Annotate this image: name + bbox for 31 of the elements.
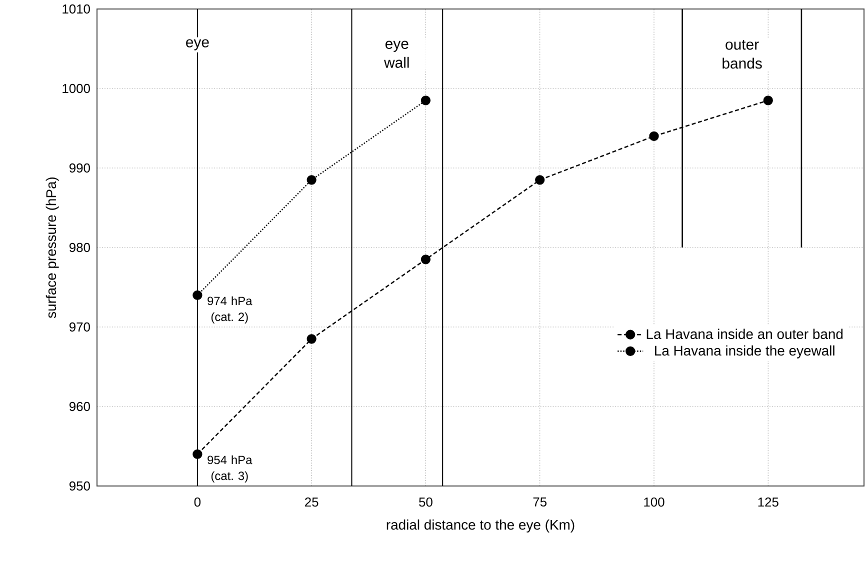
- annotation: eye wall: [384, 40, 409, 68]
- point: [306, 175, 316, 185]
- point: [306, 334, 316, 344]
- point: [649, 131, 659, 142]
- x-tick-label: 75: [533, 497, 547, 507]
- point: [763, 96, 773, 106]
- y-tick-label: 1010: [62, 4, 90, 14]
- x-tick-label: 125: [758, 497, 778, 507]
- point: [420, 254, 431, 264]
- annotation: eye: [186, 39, 209, 50]
- annotation: outer bands: [722, 40, 762, 69]
- x-tick-label: 0: [194, 497, 201, 507]
- y-tick-label: 980: [69, 242, 90, 252]
- y-tick-label: 970: [69, 322, 90, 332]
- point: [420, 96, 431, 106]
- point: [192, 449, 202, 460]
- x-axis-title: radial distance to the eye (Km): [386, 519, 574, 532]
- x-tick-label: 100: [644, 497, 664, 507]
- x-tick-label: 50: [419, 497, 432, 507]
- legend-label: La Havana inside an outer band: [646, 328, 843, 340]
- point: [192, 290, 202, 300]
- annotation: 974 hPa (cat. 2): [208, 296, 252, 324]
- y-tick-label: 960: [69, 402, 90, 412]
- x-tick-label: 25: [305, 497, 318, 507]
- y-tick-label: 950: [69, 481, 90, 491]
- y-tick-label: 1000: [62, 84, 90, 94]
- point: [535, 175, 545, 185]
- y-axis-title: surface pressure (hPa): [46, 177, 59, 318]
- y-tick-label: 990: [69, 163, 90, 173]
- legend-label: La Havana inside the eyewall: [655, 345, 834, 358]
- annotation: 954 hPa (cat. 3): [208, 455, 252, 482]
